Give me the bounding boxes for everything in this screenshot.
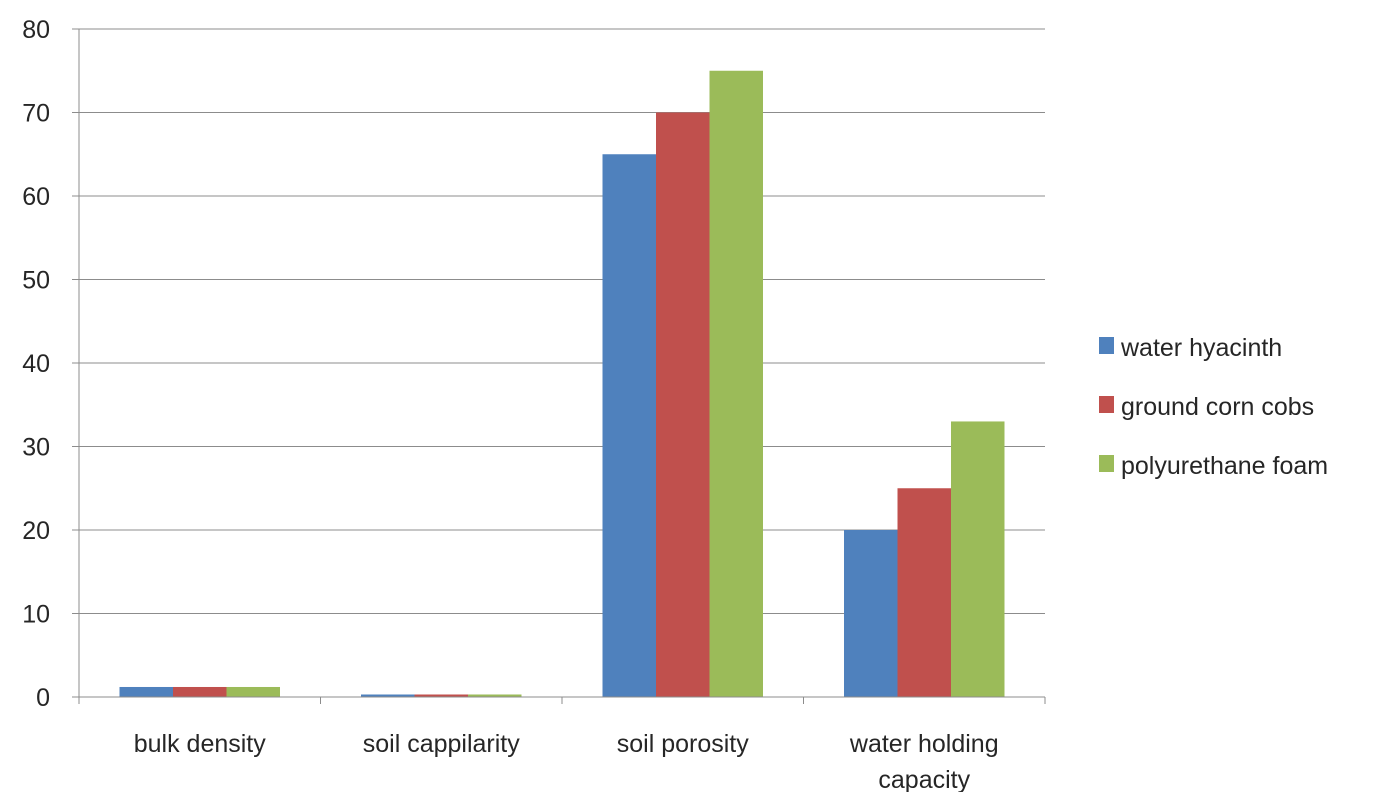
legend-label: water hyacinth xyxy=(1120,334,1282,362)
bar-water-hyacinth xyxy=(844,530,898,697)
y-tick-label: 60 xyxy=(22,183,50,211)
bar-water-hyacinth xyxy=(361,694,415,697)
y-tick-label: 20 xyxy=(22,517,50,545)
bar-polyurethane-foam xyxy=(226,686,280,697)
y-tick-label: 10 xyxy=(22,601,50,629)
bar-water-hyacinth xyxy=(602,154,656,697)
bars xyxy=(119,70,1005,697)
y-tick-labels: 0 10 20 30 40 50 60 70 80 xyxy=(22,16,50,712)
y-tick-label: 30 xyxy=(22,434,50,462)
bar-polyurethane-foam xyxy=(709,70,763,697)
y-tick-label: 0 xyxy=(36,684,50,712)
x-tick-label: bulk density xyxy=(134,730,267,758)
bar-water-hyacinth xyxy=(119,686,173,697)
x-tick-label: soil porosity xyxy=(617,730,749,758)
bar-polyurethane-foam xyxy=(468,694,522,697)
gridlines xyxy=(79,28,1045,614)
y-tick-label: 40 xyxy=(22,350,50,378)
legend-swatch xyxy=(1099,396,1114,413)
legend: water hyacinth ground corn cobs polyuretha… xyxy=(1099,334,1328,480)
bar-ground-corn-cobs xyxy=(173,686,227,697)
x-tick-label: water holding xyxy=(849,730,999,758)
bar-polyurethane-foam xyxy=(951,421,1005,697)
legend-label: ground corn cobs xyxy=(1121,393,1314,421)
legend-label: polyurethane foam xyxy=(1121,452,1328,480)
x-tick-label: capacity xyxy=(878,766,970,792)
y-tick-label: 80 xyxy=(22,16,50,44)
bar-ground-corn-cobs xyxy=(656,112,710,697)
bar-ground-corn-cobs xyxy=(414,694,468,697)
legend-swatch xyxy=(1099,337,1114,354)
axes xyxy=(72,28,1046,704)
y-tick-label: 70 xyxy=(22,100,50,128)
x-tick-label: soil cappilarity xyxy=(363,730,521,758)
bar-ground-corn-cobs xyxy=(897,488,951,697)
y-tick-label: 50 xyxy=(22,267,50,295)
legend-swatch xyxy=(1099,455,1114,472)
x-tick-labels: bulk density soil cappilarity soil porosit… xyxy=(134,730,999,794)
